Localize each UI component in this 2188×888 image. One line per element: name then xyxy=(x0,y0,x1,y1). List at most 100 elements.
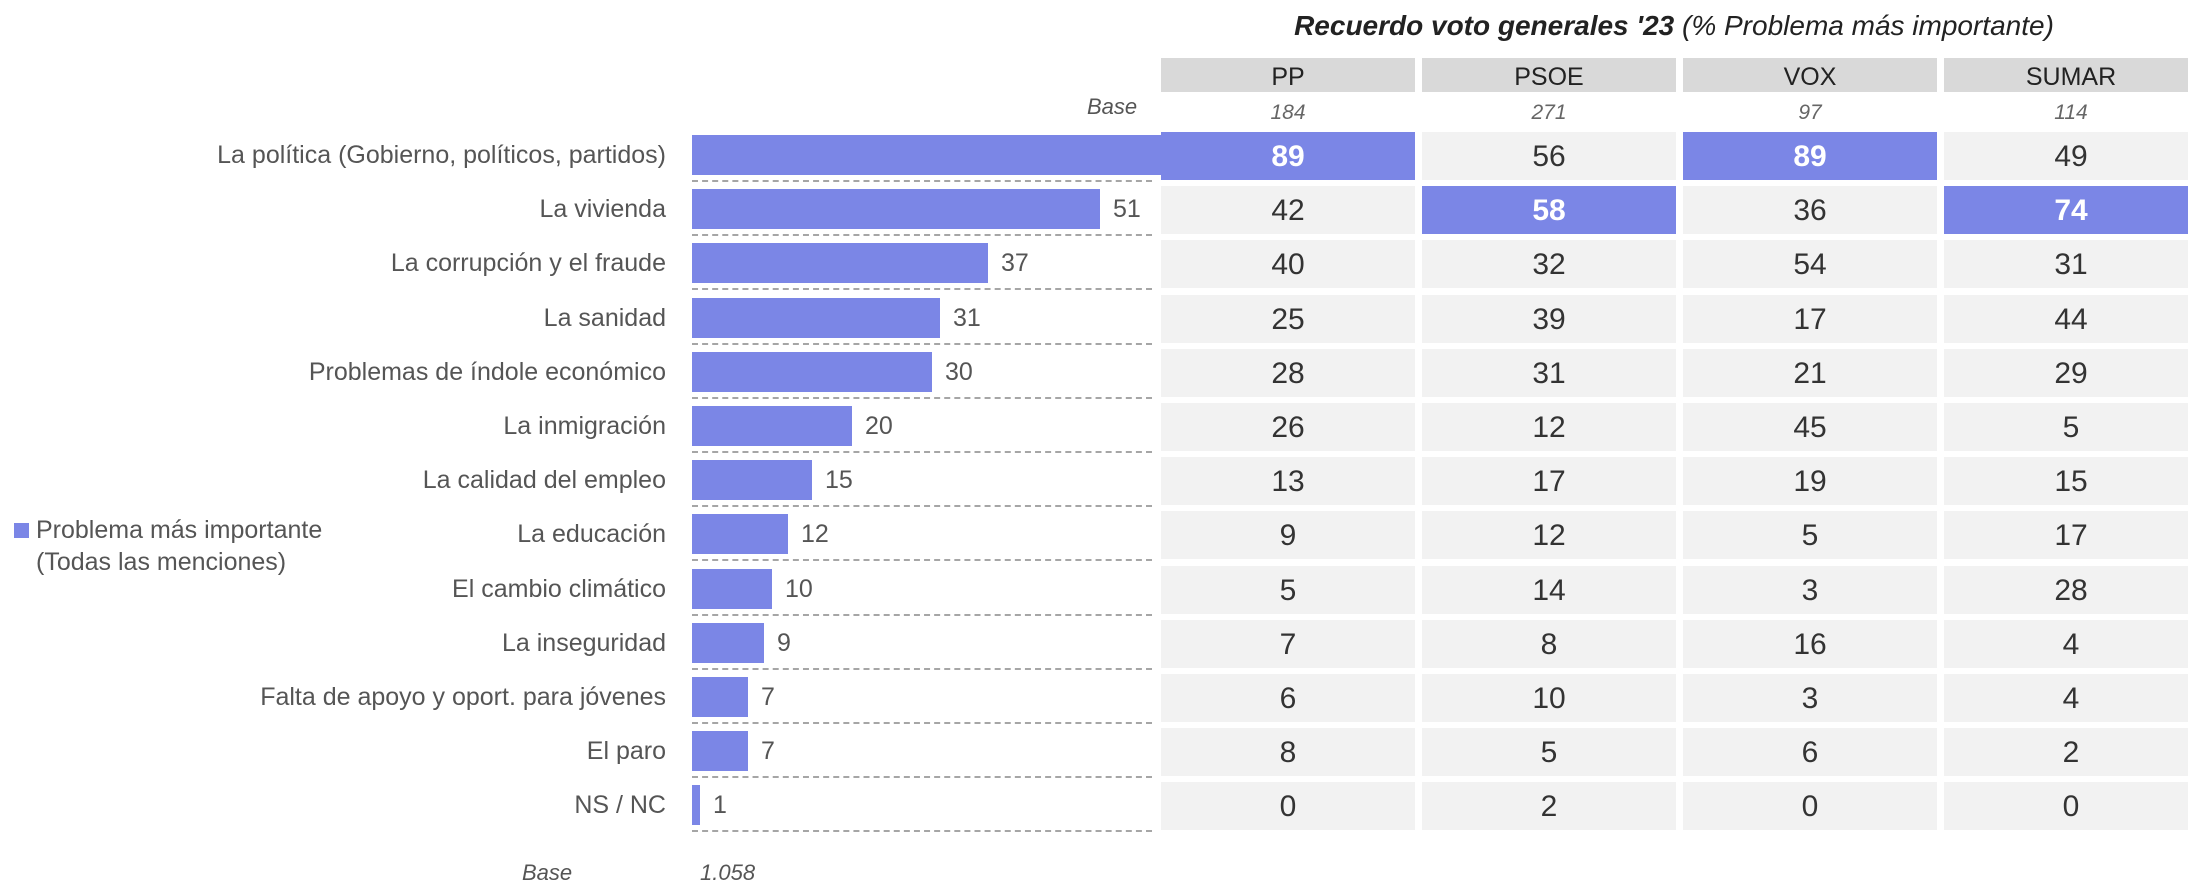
table-cell: 17 xyxy=(1422,457,1676,506)
row-divider xyxy=(692,396,1152,399)
bar-value-label: 20 xyxy=(865,412,893,440)
bar xyxy=(692,406,852,446)
row-divider xyxy=(692,234,1152,237)
bar xyxy=(692,568,772,609)
table-cell: 7 xyxy=(1161,619,1415,668)
bar xyxy=(692,189,1100,230)
table-cell: 89 xyxy=(1683,132,1937,180)
table-cell: 54 xyxy=(1683,240,1937,289)
category-label: El paro xyxy=(586,737,666,766)
bar-value-label: 1 xyxy=(713,791,727,820)
column-header-pp: PP xyxy=(1161,58,1415,92)
table-cell: 28 xyxy=(1161,348,1415,397)
table-cell: 3 xyxy=(1683,674,1937,722)
table-cell: 12 xyxy=(1422,403,1676,451)
bar xyxy=(692,351,932,392)
chart-base-label: Base xyxy=(522,860,573,885)
table-cell: 31 xyxy=(1944,240,2188,289)
row-divider xyxy=(692,667,1152,670)
row-divider xyxy=(692,505,1152,508)
table-cell: 40 xyxy=(1161,240,1415,289)
category-label: La educación xyxy=(517,520,666,549)
table-cell: 16 xyxy=(1683,619,1937,668)
table-base-label: Base xyxy=(1087,94,1138,119)
table-cell: 19 xyxy=(1683,457,1937,506)
table-cell: 49 xyxy=(1944,132,2188,180)
table-cell: 25 xyxy=(1161,294,1415,343)
table-cell: 36 xyxy=(1683,186,1937,235)
table-cell: 15 xyxy=(1944,457,2188,506)
bar-value-label: 51 xyxy=(1113,195,1141,224)
category-label: La inmigración xyxy=(503,412,666,440)
table-cell: 74 xyxy=(1944,186,2188,235)
bar-value-label: 9 xyxy=(777,628,791,657)
table-cell: 0 xyxy=(1944,782,2188,831)
table-cell: 44 xyxy=(1944,294,2188,343)
category-label: El cambio climático xyxy=(452,574,666,603)
table-cell: 10 xyxy=(1422,674,1676,722)
table-cell: 28 xyxy=(1944,565,2188,614)
table-cell: 4 xyxy=(1944,619,2188,668)
category-label: Problemas de índole económico xyxy=(308,357,666,386)
category-label: La política (Gobierno, políticos, partid… xyxy=(217,141,666,169)
table-cell: 45 xyxy=(1683,403,1937,451)
row-divider xyxy=(692,776,1152,779)
table-cell: 2 xyxy=(1944,728,2188,777)
table-cell: 5 xyxy=(1944,403,2188,451)
table-title: Recuerdo voto generales '23 (% Problema … xyxy=(1160,8,2188,44)
table-title-subtitle: (% Problema más importante) xyxy=(1682,10,2054,41)
table-cell: 8 xyxy=(1161,728,1415,777)
table-cell: 31 xyxy=(1422,348,1676,397)
column-base-pp: 184 xyxy=(1270,101,1306,124)
bar-value-label: 30 xyxy=(945,357,973,386)
category-label: Falta de apoyo y oport. para jóvenes xyxy=(260,683,666,711)
row-divider xyxy=(692,722,1152,724)
column-header-vox: VOX xyxy=(1683,58,1937,92)
table-cell: 26 xyxy=(1161,403,1415,451)
bar-value-label: 31 xyxy=(953,303,981,332)
table-cell: 12 xyxy=(1422,511,1676,560)
table-cell: 3 xyxy=(1683,565,1937,614)
bar xyxy=(692,460,812,501)
bar-value-label: 37 xyxy=(1001,249,1029,278)
table-cell: 89 xyxy=(1161,132,1415,180)
row-divider xyxy=(692,451,1152,453)
table-cell: 5 xyxy=(1422,728,1676,777)
category-label: La vivienda xyxy=(539,195,666,224)
column-base-psoe: 271 xyxy=(1531,101,1567,124)
bar xyxy=(692,677,748,717)
bar xyxy=(692,731,748,772)
table-cell: 9 xyxy=(1161,511,1415,560)
row-divider xyxy=(692,342,1152,345)
bar-value-label: 12 xyxy=(801,520,829,549)
bar xyxy=(692,785,700,826)
table-cell: 5 xyxy=(1683,511,1937,560)
table-cell: 14 xyxy=(1422,565,1676,614)
bar xyxy=(692,135,1236,175)
table-cell: 17 xyxy=(1683,294,1937,343)
table-cell: 29 xyxy=(1944,348,2188,397)
table-cell: 42 xyxy=(1161,186,1415,235)
table-cell: 0 xyxy=(1161,782,1415,831)
table-cell: 0 xyxy=(1683,782,1937,831)
bar xyxy=(692,243,988,284)
category-label: La corrupción y el fraude xyxy=(390,249,666,278)
row-divider xyxy=(692,830,1152,833)
legend-swatch xyxy=(14,523,29,538)
row-divider xyxy=(692,288,1152,291)
row-divider xyxy=(692,613,1152,616)
row-divider xyxy=(692,559,1152,562)
bar xyxy=(692,514,788,555)
bar-value-label: 7 xyxy=(761,737,775,766)
table-cell: 17 xyxy=(1944,511,2188,560)
category-label: La calidad del empleo xyxy=(422,466,666,495)
bar-value-label: 10 xyxy=(785,574,813,603)
table-cell: 2 xyxy=(1422,782,1676,831)
bar-value-label: 7 xyxy=(761,683,775,711)
table-cell: 58 xyxy=(1422,186,1676,235)
category-label: NS / NC xyxy=(574,791,666,820)
column-base-sumar: 114 xyxy=(2054,101,2088,124)
column-base-vox: 97 xyxy=(1798,101,1822,124)
table-cell: 6 xyxy=(1683,728,1937,777)
table-cell: 5 xyxy=(1161,565,1415,614)
